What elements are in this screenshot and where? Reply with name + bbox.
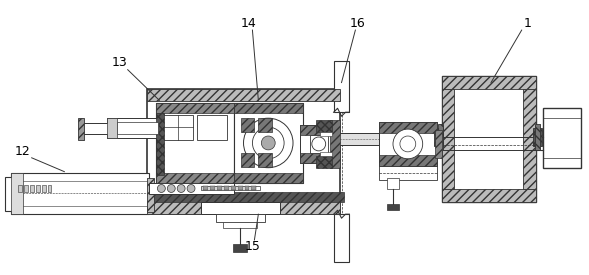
Bar xyxy=(330,120,339,168)
Bar xyxy=(333,214,349,262)
Bar xyxy=(48,185,51,192)
Bar xyxy=(147,89,339,101)
Bar xyxy=(259,118,272,132)
Bar xyxy=(203,186,208,191)
Text: 12: 12 xyxy=(15,145,31,158)
Bar xyxy=(442,76,535,202)
Bar xyxy=(224,186,229,191)
Bar xyxy=(387,178,399,189)
Bar xyxy=(147,178,154,212)
Bar xyxy=(216,214,265,222)
Bar xyxy=(157,173,234,183)
Circle shape xyxy=(253,127,284,159)
Bar xyxy=(320,132,332,136)
Bar xyxy=(435,130,442,158)
Bar xyxy=(231,186,236,191)
Bar xyxy=(5,177,13,211)
Bar xyxy=(29,185,34,192)
Bar xyxy=(217,186,221,191)
Circle shape xyxy=(167,185,175,192)
Bar xyxy=(210,186,215,191)
Bar xyxy=(157,113,164,175)
Bar xyxy=(11,173,150,214)
Circle shape xyxy=(243,118,293,168)
Bar xyxy=(147,201,339,214)
Bar xyxy=(379,155,436,166)
Bar xyxy=(18,185,22,192)
Bar xyxy=(201,202,280,214)
Bar xyxy=(333,61,349,112)
Bar xyxy=(201,186,260,191)
Bar xyxy=(237,186,243,191)
Circle shape xyxy=(177,185,185,192)
Bar xyxy=(244,186,250,191)
Bar xyxy=(300,125,337,135)
Bar xyxy=(78,118,84,140)
Text: 13: 13 xyxy=(112,56,128,69)
Bar xyxy=(240,153,254,167)
Text: 14: 14 xyxy=(240,17,256,30)
Bar xyxy=(442,76,535,89)
Bar xyxy=(82,123,110,134)
Circle shape xyxy=(393,129,423,159)
Circle shape xyxy=(187,185,195,192)
Bar xyxy=(438,124,444,150)
Bar xyxy=(24,185,28,192)
Bar xyxy=(522,89,535,189)
Bar xyxy=(163,115,193,140)
Bar xyxy=(379,166,436,180)
Bar xyxy=(298,133,436,145)
Bar xyxy=(150,183,234,194)
Bar xyxy=(36,185,39,192)
Bar xyxy=(11,173,23,214)
Bar xyxy=(310,135,327,153)
Bar xyxy=(316,120,332,132)
Circle shape xyxy=(312,137,326,151)
Bar xyxy=(223,222,257,228)
Text: 16: 16 xyxy=(349,17,365,30)
Bar xyxy=(387,204,399,210)
Bar xyxy=(434,128,444,146)
Circle shape xyxy=(400,136,416,152)
Bar xyxy=(107,118,158,138)
Bar xyxy=(147,89,339,214)
Bar xyxy=(379,122,436,166)
Bar xyxy=(157,103,234,183)
Text: 15: 15 xyxy=(244,240,260,253)
Text: 1: 1 xyxy=(524,17,531,30)
Circle shape xyxy=(262,136,275,150)
Bar xyxy=(442,89,454,189)
Bar xyxy=(234,103,303,183)
Bar xyxy=(117,122,158,134)
Bar xyxy=(320,152,332,156)
Bar xyxy=(259,153,272,167)
Bar xyxy=(240,118,254,132)
Bar xyxy=(197,115,227,140)
Bar xyxy=(252,186,256,191)
Bar xyxy=(157,103,234,113)
Circle shape xyxy=(157,185,166,192)
Bar xyxy=(544,108,581,168)
Bar xyxy=(234,103,303,113)
Bar xyxy=(233,244,247,252)
Bar xyxy=(300,153,337,163)
Bar xyxy=(42,185,45,192)
Bar xyxy=(379,122,436,133)
Bar xyxy=(535,124,541,150)
Bar xyxy=(150,192,345,202)
Bar xyxy=(532,128,542,146)
Bar xyxy=(442,189,535,202)
Bar xyxy=(107,118,117,138)
Bar xyxy=(300,125,337,163)
Bar xyxy=(316,156,332,168)
Bar xyxy=(234,173,303,183)
